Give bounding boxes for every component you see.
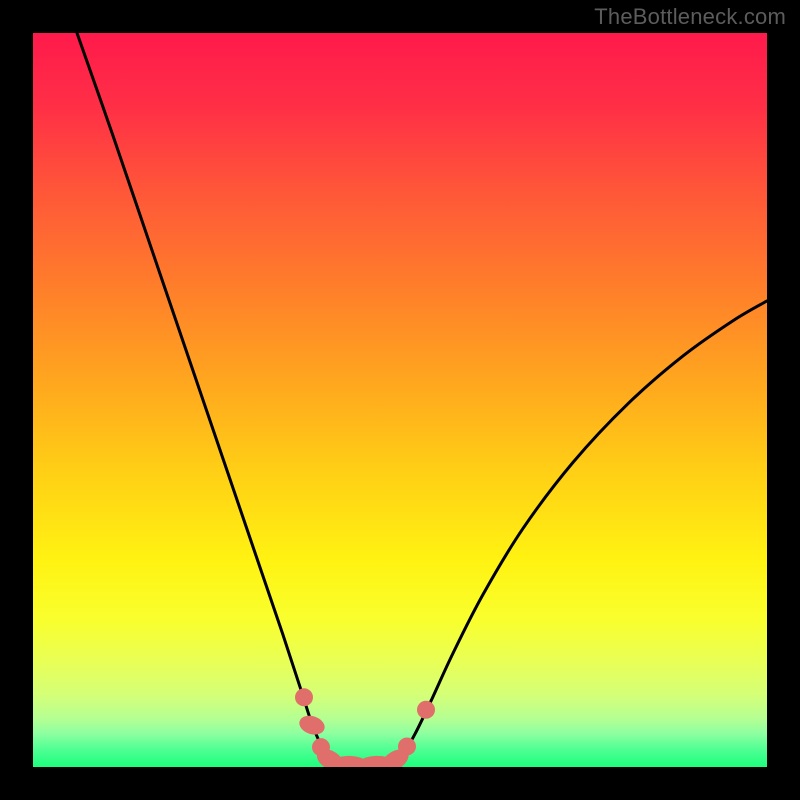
chart-root: TheBottleneck.com bbox=[0, 0, 800, 800]
bottleneck-chart bbox=[0, 0, 800, 800]
plot-area bbox=[33, 33, 767, 767]
marker-dot bbox=[295, 688, 313, 706]
marker-dot bbox=[398, 737, 416, 755]
marker-dot bbox=[417, 701, 435, 719]
watermark-text: TheBottleneck.com bbox=[594, 4, 786, 30]
